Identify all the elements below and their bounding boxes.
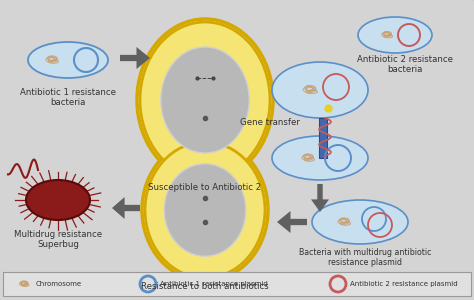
Text: Antibiotic 2 resistance plasmid: Antibiotic 2 resistance plasmid xyxy=(350,281,457,287)
FancyBboxPatch shape xyxy=(3,272,471,296)
Text: Chromosome: Chromosome xyxy=(36,281,82,287)
Text: Susceptible to Antibiotic 2: Susceptible to Antibiotic 2 xyxy=(148,183,262,192)
Polygon shape xyxy=(120,47,150,69)
Polygon shape xyxy=(311,184,329,212)
Ellipse shape xyxy=(312,200,408,244)
Polygon shape xyxy=(112,197,140,219)
Ellipse shape xyxy=(140,22,270,178)
Ellipse shape xyxy=(137,19,273,181)
Polygon shape xyxy=(277,211,307,233)
Ellipse shape xyxy=(164,164,246,256)
Ellipse shape xyxy=(28,42,108,78)
Ellipse shape xyxy=(26,180,90,220)
Ellipse shape xyxy=(272,136,368,180)
Ellipse shape xyxy=(145,142,265,278)
Text: Bacteria with multidrug antibiotic
resistance plasmid: Bacteria with multidrug antibiotic resis… xyxy=(299,248,431,267)
Text: Resistance to both antibiotics: Resistance to both antibiotics xyxy=(141,282,269,291)
Text: Antibiotic 2 resistance
bacteria: Antibiotic 2 resistance bacteria xyxy=(357,55,453,74)
Ellipse shape xyxy=(142,139,268,281)
Ellipse shape xyxy=(272,62,368,118)
Text: Multidrug resistance
Superbug: Multidrug resistance Superbug xyxy=(14,230,102,249)
Text: Antibiotic 1 resistance plasmid: Antibiotic 1 resistance plasmid xyxy=(160,281,268,287)
Ellipse shape xyxy=(161,47,249,153)
Bar xyxy=(319,118,327,158)
Ellipse shape xyxy=(358,17,432,53)
Text: Gene transfer: Gene transfer xyxy=(240,118,300,127)
Text: Antibiotic 1 resistance
bacteria: Antibiotic 1 resistance bacteria xyxy=(20,88,116,107)
